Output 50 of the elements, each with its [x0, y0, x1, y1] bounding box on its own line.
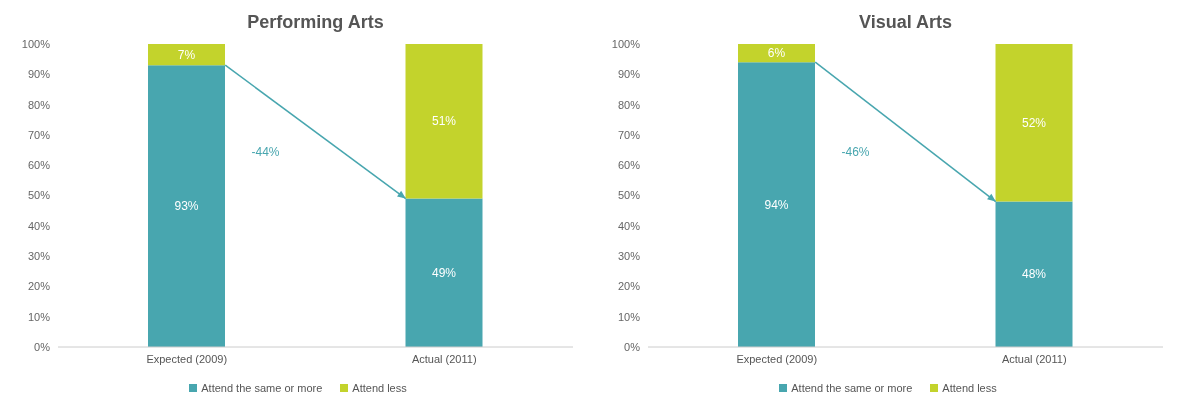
legend-label: Attend less [942, 382, 997, 394]
bar [738, 62, 815, 347]
chart-title: Visual Arts [857, 12, 953, 33]
y-tick-label: 100% [21, 37, 51, 50]
y-tick-label: 60% [617, 159, 641, 172]
x-tick-label: Actual (2011) [411, 352, 477, 365]
data-label: 94% [764, 197, 789, 212]
y-tick-label: 0% [624, 340, 641, 353]
x-tick-label: Expected (2009) [146, 352, 228, 365]
y-tick-label: 80% [617, 98, 641, 111]
chart-title: Performing Arts [246, 12, 385, 33]
y-tick-label: 20% [617, 280, 641, 293]
y-tick-label: 100% [611, 37, 641, 50]
y-tick-label: 60% [27, 159, 51, 172]
y-tick-label: 50% [617, 189, 641, 202]
y-tick-label: 0% [34, 340, 51, 353]
bar [148, 44, 225, 66]
bar [148, 65, 225, 347]
data-label: 52% [1021, 115, 1047, 130]
y-tick-label: 70% [617, 128, 641, 141]
data-label: 93% [174, 199, 199, 214]
y-tick-label: 10% [27, 310, 51, 323]
legend-label: Attend the same or more [201, 382, 323, 394]
y-tick-label: 40% [27, 219, 51, 232]
bar [738, 44, 815, 63]
y-tick-label: 40% [617, 219, 641, 232]
y-tick-label: 10% [617, 310, 641, 323]
bar [405, 198, 483, 347]
x-tick-label: Expected (2009) [736, 352, 818, 365]
data-label: 48% [1021, 267, 1047, 282]
y-tick-label: 30% [27, 250, 51, 263]
x-tick-label: Actual (2011) [1001, 352, 1067, 365]
bar [995, 44, 1073, 202]
legend-label: Attend less [352, 382, 407, 394]
y-tick-label: 90% [617, 68, 641, 81]
data-label: 7% [177, 47, 196, 62]
y-tick-label: 90% [27, 68, 51, 81]
legend-label: Attend the same or more [791, 382, 913, 394]
y-tick-label: 30% [617, 250, 641, 263]
y-tick-label: 80% [27, 98, 51, 111]
annotation: -44% [251, 144, 280, 159]
annotation: -46% [841, 144, 870, 159]
y-tick-label: 50% [27, 189, 51, 202]
y-tick-label: 70% [27, 128, 51, 141]
bar [995, 201, 1073, 347]
data-label: 51% [431, 114, 457, 129]
bar [405, 44, 483, 199]
data-label: 49% [431, 265, 457, 280]
y-tick-label: 20% [27, 280, 51, 293]
data-label: 6% [767, 46, 786, 61]
